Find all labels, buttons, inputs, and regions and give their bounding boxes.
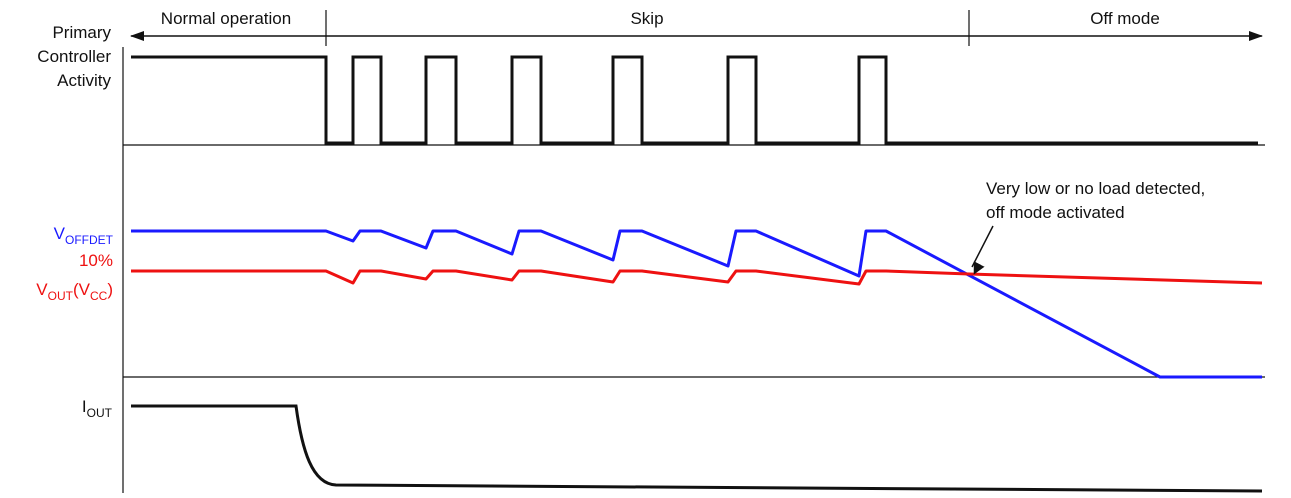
primary-label-line3: Activity [57,71,111,90]
iout-waveform [131,406,1262,491]
voffdet-waveform [131,231,1262,377]
phase-normal-label: Normal operation [161,9,291,28]
vout-waveform [131,271,1262,284]
annotation-arrow [972,226,993,267]
ten-percent-label: 10% [79,251,113,270]
iout-label: IOUT [82,397,113,420]
annotation-line2: off mode activated [986,203,1125,222]
voffdet-label: VOFFDET [54,224,114,247]
primary-activity-waveform [131,57,1258,143]
phase-skip-label: Skip [630,9,663,28]
phase-off-label: Off mode [1090,9,1160,28]
primary-label-line1: Primary [52,23,111,42]
primary-label-line2: Controller [37,47,111,66]
vout-label: VOUT(VCC) [36,280,113,303]
annotation-line1: Very low or no load detected, [986,179,1205,198]
